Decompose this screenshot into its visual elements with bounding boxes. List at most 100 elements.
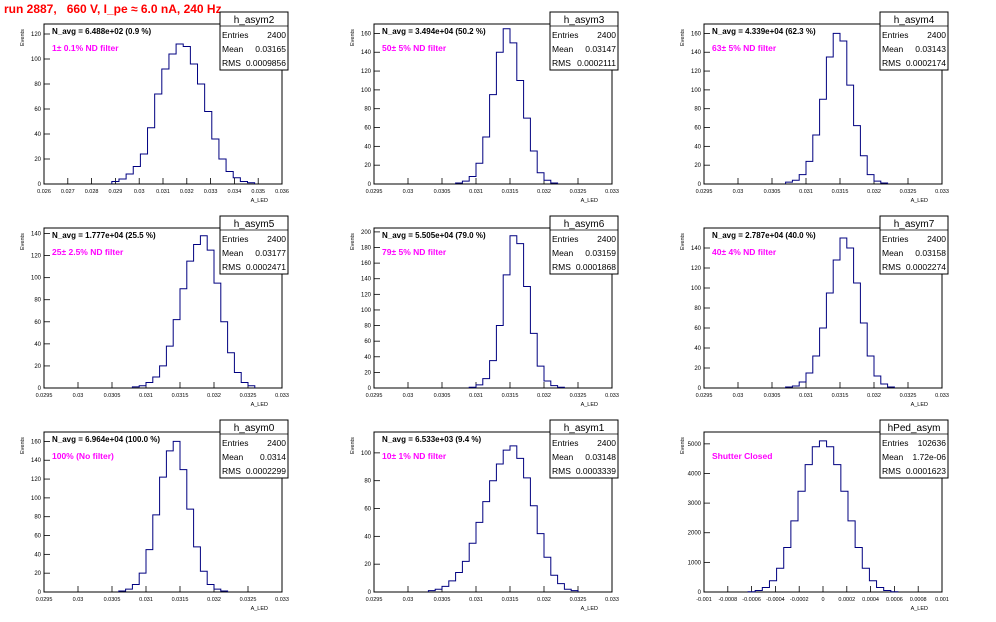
- y-tick-label: 0: [698, 182, 702, 188]
- y-tick-label: 60: [364, 339, 371, 345]
- y-tick-label: 2000: [688, 531, 702, 537]
- y-tick-label: 80: [694, 107, 701, 113]
- x-tick-label: 0.03: [403, 393, 414, 399]
- x-tick-label: 0.0325: [900, 393, 917, 399]
- x-tick-label: 0.034: [228, 189, 242, 195]
- y-tick-label: 80: [364, 107, 371, 113]
- y-tick-label: 140: [691, 246, 702, 252]
- x-tick-label: 0.0295: [696, 393, 713, 399]
- histogram-curve: [747, 440, 899, 593]
- x-tick-label: 0.032: [537, 597, 551, 603]
- x-axis-label: A_LED: [251, 402, 268, 408]
- x-tick-label: 0.0305: [434, 393, 451, 399]
- x-tick-label: 0.03: [403, 597, 414, 603]
- x-tick-label: 0.031: [139, 597, 153, 603]
- histogram-curve: [118, 440, 229, 592]
- x-tick-label: 0.0305: [434, 189, 451, 195]
- x-tick-label: 0.0315: [172, 597, 189, 603]
- x-tick-label: 0.0325: [240, 597, 257, 603]
- y-tick-label: 140: [361, 50, 372, 56]
- x-tick-label: 0.031: [139, 393, 153, 399]
- navg-label: N_avg = 3.494e+04 (50.2 %): [382, 27, 486, 36]
- histogram-curve: [427, 445, 579, 592]
- x-tick-label: 0.032: [537, 393, 551, 399]
- stats-label: Entries: [222, 30, 248, 40]
- y-tick-label: 40: [34, 342, 41, 348]
- histogram-panel-h_asym3: 0 20 40 60 80 100 120 140 160 0.0295 0.03 0.0305 0.0…: [350, 11, 619, 204]
- filter-label: 40± 4% ND filter: [712, 247, 777, 257]
- stats-label: RMS: [222, 58, 241, 68]
- stats-box: [549, 11, 619, 71]
- y-tick-label: 0: [698, 590, 702, 596]
- y-tick-label: 4000: [688, 471, 702, 477]
- y-tick-label: 80: [34, 515, 41, 521]
- x-tick-label: 0.0295: [366, 597, 383, 603]
- y-tick-label: 80: [364, 479, 371, 485]
- stats-value: 0.0002299: [246, 466, 286, 476]
- histogram-name: hPed_asym: [888, 423, 941, 434]
- x-tick-label: 0.0315: [832, 189, 849, 195]
- histogram-panel-h_asym4: 0 20 40 60 80 100 120 140 160 0.0295 0.03 0.0305 0.0…: [680, 11, 949, 204]
- stats-label: RMS: [552, 466, 571, 476]
- x-tick-label: 0.0325: [570, 393, 587, 399]
- x-tick-label: 0.0305: [764, 189, 781, 195]
- x-tick-label: 0.0325: [570, 189, 587, 195]
- stats-value: 0.03165: [255, 44, 286, 54]
- histogram-name: h_asym5: [234, 219, 275, 230]
- filter-label: 63± 5% ND filter: [712, 43, 777, 53]
- histogram-name: h_asym2: [234, 15, 275, 26]
- y-tick-label: 20: [34, 157, 41, 163]
- stats-value: 2400: [597, 234, 616, 244]
- x-tick-label: 0.0325: [240, 393, 257, 399]
- y-tick-label: 20: [34, 364, 41, 370]
- histogram-panel-h_asym5: 0 20 40 60 80 100 120 140 0.0295 0.03 0.0305 0.031 0…: [20, 215, 289, 408]
- y-tick-label: 160: [361, 31, 372, 37]
- filter-label: 1± 0.1% ND filter: [52, 43, 119, 53]
- stats-value: 0.0003339: [576, 466, 616, 476]
- y-tick-label: 100: [31, 57, 42, 63]
- y-axis-label: Events: [20, 437, 26, 454]
- x-tick-label: 0.03: [73, 393, 84, 399]
- stats-label: Mean: [552, 248, 574, 258]
- x-tick-label: 0.032: [537, 189, 551, 195]
- x-tick-label: 0.029: [109, 189, 123, 195]
- histogram-name: h_asym4: [894, 15, 935, 26]
- stats-value: 0.0002174: [906, 58, 946, 68]
- navg-label: N_avg = 6.533e+03 (9.4 %): [382, 435, 482, 444]
- histogram-curve: [131, 235, 256, 388]
- stats-box: [549, 215, 619, 275]
- y-tick-label: 140: [31, 458, 42, 464]
- stats-value: 2400: [597, 30, 616, 40]
- y-tick-label: 120: [691, 266, 702, 272]
- histogram-curve: [785, 237, 895, 388]
- stats-label: Mean: [882, 452, 904, 462]
- histogram-name: h_asym6: [564, 219, 605, 230]
- filter-label: 10± 1% ND filter: [382, 451, 447, 461]
- y-tick-label: 100: [691, 88, 702, 94]
- x-tick-label: 0.026: [37, 189, 51, 195]
- x-tick-label: 0.031: [799, 393, 813, 399]
- x-tick-label: -0.0006: [742, 597, 761, 603]
- y-tick-label: 100: [691, 286, 702, 292]
- stats-box: [879, 11, 949, 71]
- stats-label: RMS: [882, 466, 901, 476]
- y-tick-label: 120: [691, 69, 702, 75]
- stats-box: [219, 11, 289, 71]
- y-tick-label: 120: [361, 69, 372, 75]
- y-tick-label: 1000: [688, 560, 702, 566]
- y-tick-label: 0: [698, 386, 702, 392]
- x-tick-label: 0.0315: [832, 393, 849, 399]
- navg-label: N_avg = 6.964e+04 (100.0 %): [52, 435, 160, 444]
- y-axis-label: Events: [350, 437, 356, 454]
- y-tick-label: 60: [34, 320, 41, 326]
- stats-label: RMS: [552, 262, 571, 272]
- stats-label: RMS: [882, 58, 901, 68]
- x-tick-label: -0.0008: [718, 597, 737, 603]
- histogram-panel-hPed_asym: 0 1000 2000 3000 4000 5000 -0.001 -0.0008 -0.000…: [680, 419, 949, 612]
- stats-label: Entries: [882, 30, 908, 40]
- y-tick-label: 120: [361, 292, 372, 298]
- stats-box: [219, 419, 289, 479]
- stats-value: 2400: [927, 234, 946, 244]
- y-tick-label: 100: [361, 451, 372, 457]
- y-tick-label: 0: [368, 182, 372, 188]
